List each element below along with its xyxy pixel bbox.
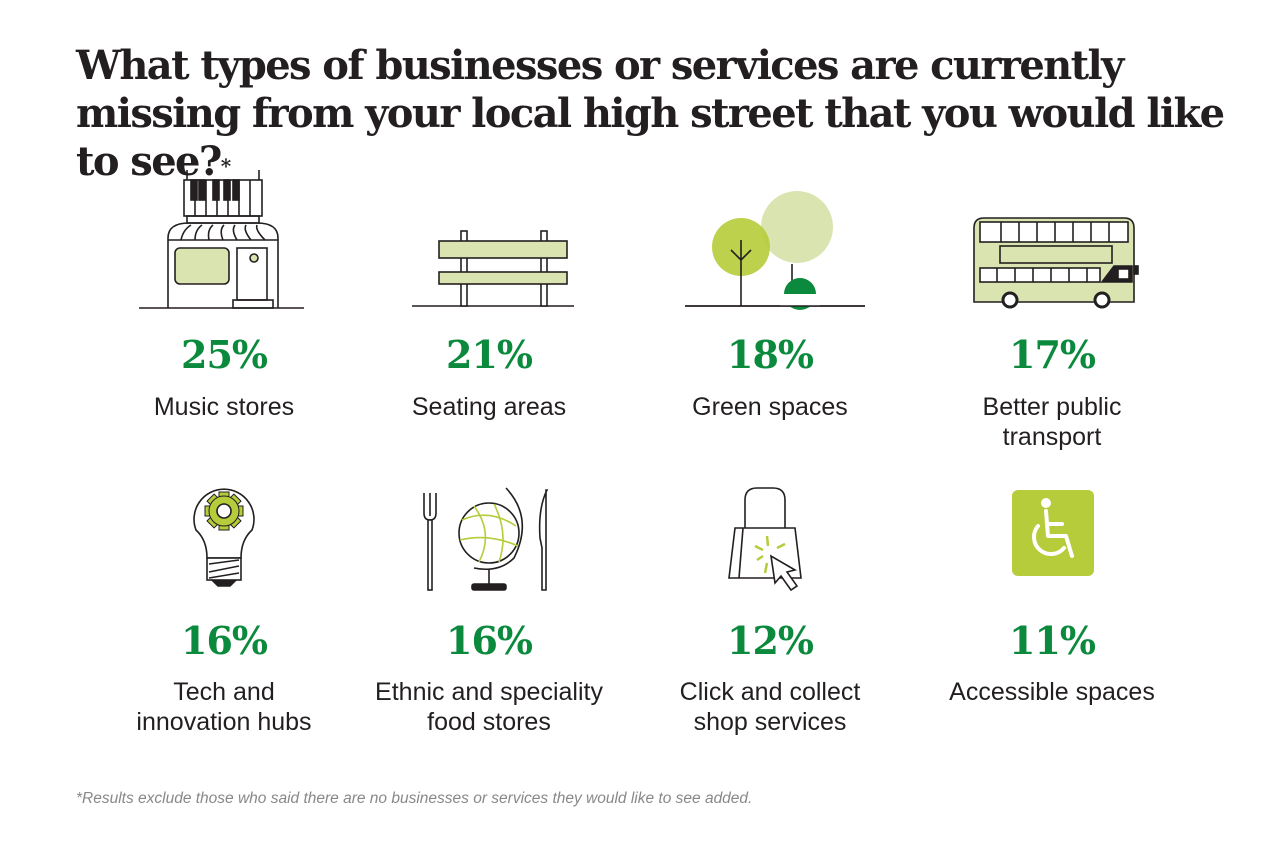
stat-label: Music stores [153,393,295,421]
globe-cutlery-icon [349,478,629,628]
stat-percent: 16% [446,618,533,663]
title-footnote-mark: * [220,154,231,178]
stat-label: Green spaces [692,393,848,421]
stat-label: Tech and innovation hubs [136,678,312,736]
stat-label: Ethnic and speciality food stores [375,678,603,736]
stat-label: Better public transport [982,393,1122,451]
lightbulb-gear-icon [84,478,364,628]
stat-label: Click and collect shop services [679,678,861,736]
trees-icon [630,170,910,320]
stat-percent: 18% [727,332,814,377]
page-title: What types of businesses or services are… [76,42,1256,186]
stat-percent: 25% [181,332,268,377]
stat-percent: 21% [446,332,533,377]
bus-icon [912,170,1192,320]
stat-label: Seating areas [411,393,567,421]
bench-icon [349,170,629,320]
shopping-bag-cursor-icon [630,478,910,628]
footnote: *Results exclude those who said there ar… [76,790,753,807]
music-store-icon [84,170,364,320]
stat-percent: 12% [727,618,814,663]
stat-percent: 17% [1009,332,1096,377]
wheelchair-icon [912,478,1192,628]
title-text: What types of businesses or services are… [76,42,1225,185]
stat-percent: 16% [181,618,268,663]
stat-label: Accessible spaces [949,678,1155,706]
stat-percent: 11% [1009,618,1096,663]
